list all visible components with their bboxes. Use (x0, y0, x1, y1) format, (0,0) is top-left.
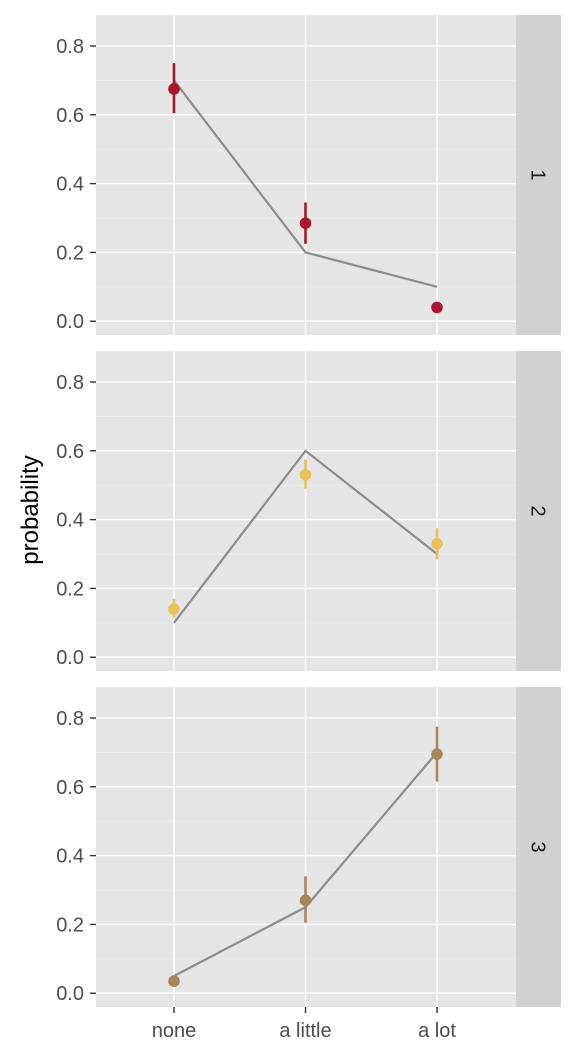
x-tick-label: a little (279, 1020, 331, 1042)
data-point (168, 975, 180, 987)
y-tick-label: 0.2 (56, 578, 84, 600)
y-tick-label: 0.2 (56, 242, 84, 264)
y-tick-label: 0.4 (56, 846, 84, 868)
y-axis-title: probability (17, 455, 44, 564)
panel-2: 0.0 0.2 0.4 0.6 0.8 2 (56, 351, 561, 671)
x-tick-label: a lot (418, 1020, 456, 1042)
x-tick-label: none (152, 1020, 197, 1042)
data-point (299, 217, 312, 229)
y-tick-label: 0.0 (56, 311, 84, 333)
y-tick-label: 0.0 (56, 647, 84, 669)
data-point (431, 748, 443, 760)
data-point (299, 894, 312, 907)
facet-strip-label: 1 (527, 169, 549, 180)
data-point (431, 537, 443, 550)
panel-3: 0.0 0.2 0.4 0.6 0.8 3 none a little a lot (56, 687, 561, 1042)
y-tick-label: 0.8 (56, 708, 84, 730)
data-point (299, 469, 312, 481)
y-tick-label: 0.2 (56, 914, 84, 936)
facet-strip (516, 687, 561, 1007)
y-tick-label: 0.6 (56, 777, 84, 799)
model-line (173, 79, 438, 288)
data-point (168, 603, 180, 615)
model-line (173, 449, 438, 624)
y-tick-label: 0.8 (56, 372, 84, 394)
y-tick-label: 0.6 (56, 105, 84, 127)
data-point (168, 83, 180, 95)
y-tick-label: 0.6 (56, 441, 84, 463)
data-point (431, 301, 443, 314)
facet-strip-label: 3 (527, 841, 549, 852)
panel-1: 0.0 0.2 0.4 0.6 0.8 1 (56, 15, 561, 335)
facet-strip (516, 351, 561, 671)
y-tick-label: 0.0 (56, 983, 84, 1005)
facet-strip-label: 2 (527, 505, 549, 516)
y-tick-label: 0.4 (56, 510, 84, 532)
y-tick-label: 0.4 (56, 174, 84, 196)
y-tick-label: 0.8 (56, 36, 84, 58)
facet-strip (516, 15, 561, 335)
